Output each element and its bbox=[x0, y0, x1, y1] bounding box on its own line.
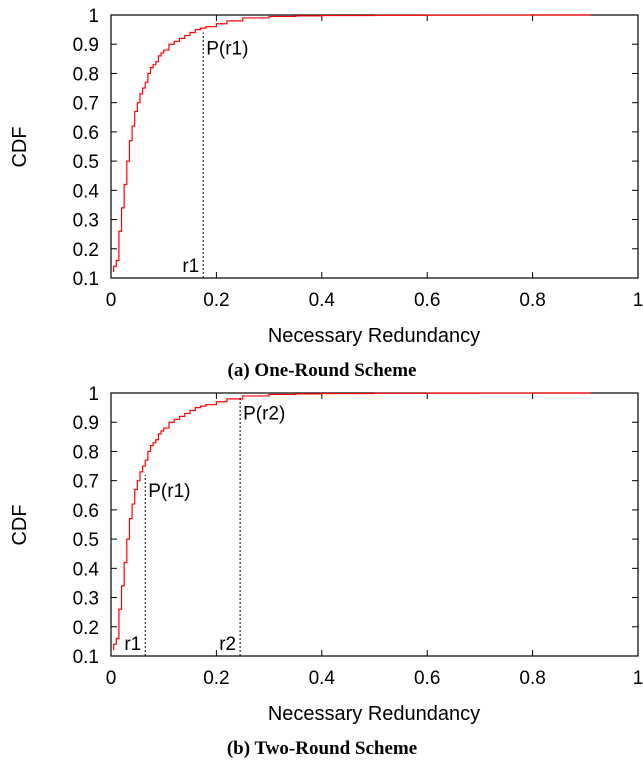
x-tick-label: 0.6 bbox=[414, 290, 440, 311]
marker-r1-point-label: P(r1) bbox=[148, 481, 190, 502]
y-tick-label: 0.5 bbox=[73, 152, 99, 173]
y-tick-label: 0.6 bbox=[73, 123, 99, 144]
markers-group: r1 P(r1) r2 P(r2) bbox=[124, 397, 285, 656]
x-tick-label: 0.8 bbox=[519, 290, 545, 311]
y-tick-label: 0.8 bbox=[73, 64, 99, 85]
marker-r1-label: r1 bbox=[124, 634, 141, 655]
chart-caption: (b) Two-Round Scheme bbox=[227, 738, 417, 759]
y-axis: 0.1 0.2 0.3 0.4 0.5 0.6 0.7 0.8 0.9 1 bbox=[73, 6, 638, 290]
marker-r1-point-label: P(r1) bbox=[206, 39, 248, 60]
cdf-step-line bbox=[113, 392, 591, 651]
x-tick-label: 0 bbox=[106, 290, 117, 311]
y-tick-label: 0.1 bbox=[73, 269, 99, 290]
y-tick-label: 0.5 bbox=[73, 530, 99, 551]
y-tick-label: 0.2 bbox=[73, 240, 99, 261]
y-tick-label: 0.7 bbox=[73, 94, 99, 115]
y-tick-label: 0.7 bbox=[73, 472, 99, 493]
y-tick-label: 0.1 bbox=[73, 647, 99, 668]
chart-caption: (a) One-Round Scheme bbox=[228, 360, 417, 381]
y-tick-label: 0.6 bbox=[73, 501, 99, 522]
marker-r2-point-label: P(r2) bbox=[243, 403, 285, 424]
y-tick-label: 0.9 bbox=[73, 35, 99, 56]
y-axis-label: CDF bbox=[9, 126, 31, 167]
y-tick-label: 0.8 bbox=[73, 442, 99, 463]
x-tick-label: 0.6 bbox=[414, 668, 440, 689]
series-group bbox=[113, 392, 591, 651]
x-axis: 0 0.2 0.4 0.6 0.8 1 bbox=[106, 393, 643, 689]
marker-r2-label: r2 bbox=[219, 634, 236, 655]
y-tick-label: 0.4 bbox=[73, 559, 100, 580]
x-axis-label: Necessary Redundancy bbox=[268, 325, 480, 347]
y-tick-label: 0.9 bbox=[73, 413, 99, 434]
chart-panel-two-round: 0.10.20.30.40.50.60.70.80.91 0 0.2 0.4 0.6 0… bbox=[9, 384, 643, 759]
x-tick-label: 0.8 bbox=[519, 668, 545, 689]
plot-area-frame bbox=[110, 392, 639, 657]
x-tick-label: 0 bbox=[106, 668, 117, 689]
x-tick-label: 1 bbox=[633, 668, 643, 689]
y-tick-label: 1 bbox=[88, 6, 99, 27]
x-tick-label: 0.4 bbox=[309, 668, 336, 689]
x-tick-label: 0.4 bbox=[309, 290, 336, 311]
x-tick-label: 0.2 bbox=[203, 668, 229, 689]
plot-area-frame bbox=[110, 14, 639, 279]
y-tick-label: 0.3 bbox=[73, 211, 99, 232]
y-axis: 0.1 0.2 0.3 0.4 0.5 0.6 0.7 0.8 0.9 1 bbox=[73, 384, 638, 668]
markers-group: r1 P(r1) bbox=[182, 32, 248, 278]
cdf-step-line bbox=[113, 14, 591, 273]
x-axis: 0 0.2 0.4 0.6 0.8 1 bbox=[106, 15, 643, 311]
x-axis-label: Necessary Redundancy bbox=[268, 703, 480, 725]
y-tick-label: 1 bbox=[88, 384, 99, 405]
y-tick-label: 0.2 bbox=[73, 618, 99, 639]
x-tick-label: 0.2 bbox=[203, 290, 229, 311]
y-tick-label: 0.3 bbox=[73, 589, 99, 610]
marker-r1-label: r1 bbox=[182, 256, 199, 277]
y-tick-label: 0.4 bbox=[73, 181, 100, 202]
series-group bbox=[113, 14, 591, 273]
y-axis-label: CDF bbox=[9, 504, 31, 545]
chart-panel-one-round: 0.10.20.30.40.50.60.70.80.91 0 0.2 0.4 0.6 0… bbox=[9, 6, 643, 381]
x-tick-label: 1 bbox=[633, 290, 643, 311]
